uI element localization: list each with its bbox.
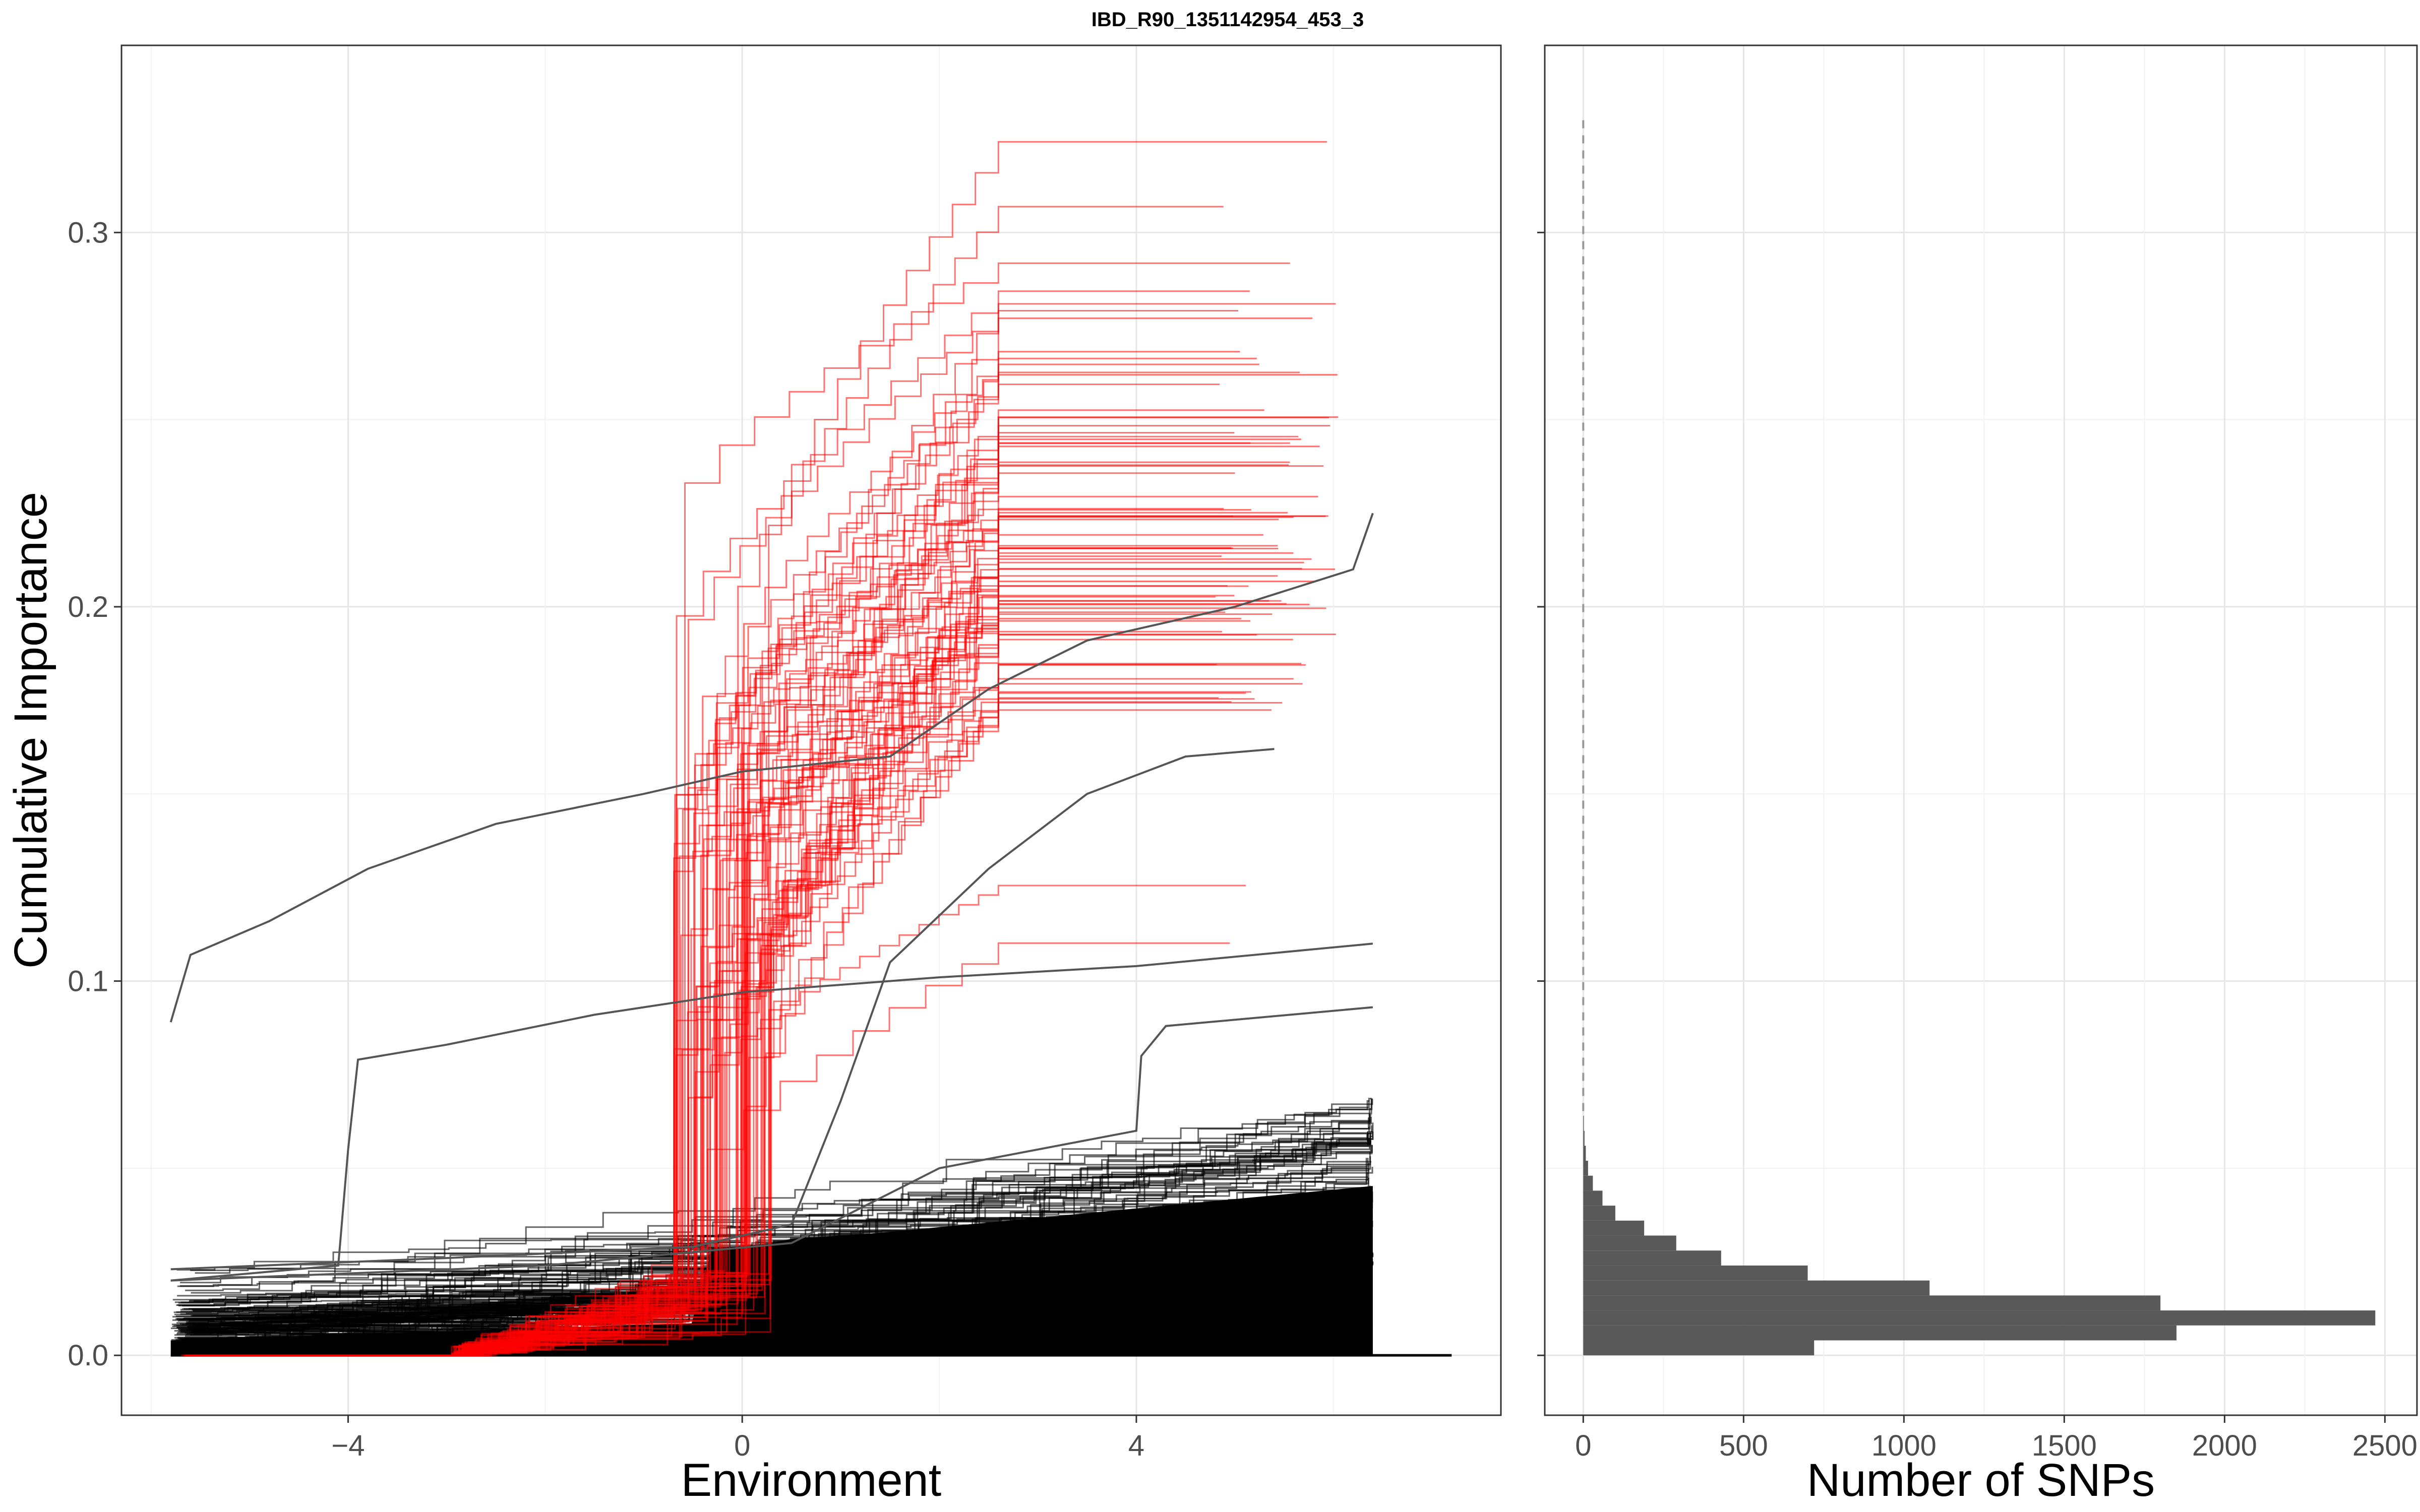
y-tick-label: 0.1 bbox=[68, 965, 108, 998]
black-series-line bbox=[190, 1237, 1372, 1336]
black-series-line bbox=[179, 1140, 1371, 1340]
black-series-line bbox=[186, 1256, 1372, 1314]
histogram-bar bbox=[1583, 1130, 1585, 1146]
histogram-bar bbox=[1583, 1190, 1603, 1206]
right-gridlines bbox=[1545, 45, 2417, 1415]
x-tick-label: 0 bbox=[734, 1429, 750, 1462]
histogram-bar bbox=[1583, 1115, 1584, 1131]
cumulative-importance-panel: 0.0 0.1 0.2 0.3 −4 0 4 Environment Cumulative … bbox=[5, 44, 1502, 1506]
red-series-line bbox=[244, 303, 1336, 1356]
red-series-line bbox=[290, 634, 1336, 1356]
right-panel-border bbox=[1544, 44, 2418, 1416]
histogram-bar bbox=[1583, 1220, 1645, 1236]
red-series-line bbox=[281, 600, 1269, 1356]
histogram-bar bbox=[1583, 1146, 1586, 1161]
x-tick-label: −4 bbox=[331, 1429, 365, 1462]
highlighted-curve bbox=[170, 748, 1275, 1271]
y-tick-label: 0.0 bbox=[68, 1339, 108, 1372]
y-tick-label: 0.3 bbox=[68, 216, 108, 249]
x-axis-title-left: Environment bbox=[681, 1455, 941, 1506]
red-series-line bbox=[257, 417, 1329, 1356]
snp-histogram-panel: 0 500 1000 1500 2000 2500 Number of SNPs bbox=[1537, 44, 2418, 1506]
black-series-line bbox=[180, 1207, 1370, 1310]
left-axis-ticks: 0.0 0.1 0.2 0.3 −4 0 4 bbox=[68, 216, 1144, 1462]
highlighted-curve bbox=[170, 942, 1373, 1282]
black-series-group bbox=[170, 1098, 1452, 1357]
red-series-line bbox=[262, 446, 1320, 1356]
x-tick-label: 2500 bbox=[2352, 1429, 2417, 1462]
histogram-bar bbox=[1583, 1325, 2176, 1341]
x-tick-label: 1500 bbox=[2032, 1429, 2097, 1462]
left-panel-border bbox=[120, 44, 1502, 1416]
black-series-line bbox=[180, 1245, 1373, 1315]
x-tick-label: 1000 bbox=[1871, 1429, 1937, 1462]
highlighted-curve bbox=[170, 1006, 1373, 1282]
red-series-line bbox=[190, 631, 1222, 1356]
x-tick-label: 0 bbox=[1575, 1429, 1591, 1462]
black-series-line bbox=[176, 1098, 1373, 1271]
histogram-bar bbox=[1583, 1175, 1593, 1191]
red-series-line bbox=[247, 516, 1294, 1356]
x-tick-label: 4 bbox=[1128, 1429, 1144, 1462]
highlighted-curve bbox=[169, 513, 1374, 1023]
y-tick-label: 0.2 bbox=[68, 591, 108, 623]
histogram-bar bbox=[1583, 1206, 1615, 1221]
histogram-bar bbox=[1583, 1161, 1588, 1176]
histogram-bar bbox=[1583, 1235, 1676, 1251]
histogram-bar bbox=[1583, 1265, 1808, 1281]
black-series-line bbox=[192, 1247, 1371, 1316]
right-axis-ticks: 0 500 1000 1500 2000 2500 bbox=[1537, 231, 2417, 1462]
black-series-line bbox=[192, 1255, 1372, 1332]
black-series-line bbox=[189, 1189, 1371, 1302]
y-axis-title: Cumulative Importance bbox=[5, 492, 56, 969]
histogram-bar bbox=[1583, 1295, 2161, 1311]
red-series-line bbox=[239, 664, 1306, 1356]
black-series-line bbox=[193, 1225, 1372, 1316]
red-series-line bbox=[269, 384, 1220, 1356]
histogram-bar bbox=[1583, 1340, 1814, 1356]
black-series-line bbox=[185, 1140, 1369, 1291]
red-series-group bbox=[181, 141, 1339, 1356]
red-series-line bbox=[225, 545, 1278, 1356]
black-series-line bbox=[191, 1259, 1371, 1348]
red-series-line bbox=[274, 409, 1264, 1356]
black-series-line bbox=[192, 1226, 1369, 1327]
x-tick-label: 2000 bbox=[2192, 1429, 2257, 1462]
red-series-line bbox=[258, 709, 1272, 1356]
black-series-line bbox=[180, 1252, 1369, 1341]
black-series-line bbox=[192, 1259, 1368, 1340]
black-series-line bbox=[180, 1100, 1370, 1284]
histogram-bar bbox=[1583, 1310, 2376, 1326]
x-tick-label: 500 bbox=[1719, 1429, 1768, 1462]
black-series-line bbox=[188, 1122, 1374, 1347]
black-series-line bbox=[177, 1177, 1369, 1297]
black-series-line bbox=[186, 1199, 1372, 1341]
black-series-line bbox=[190, 1132, 1369, 1271]
histogram-bar bbox=[1583, 1280, 1930, 1296]
black-series-line bbox=[189, 1172, 1369, 1321]
histogram-bars bbox=[1583, 1115, 2376, 1356]
black-series-line bbox=[178, 1134, 1368, 1304]
red-series-line bbox=[247, 701, 1232, 1356]
x-axis-title-right: Number of SNPs bbox=[1807, 1455, 2155, 1506]
black-series-line bbox=[188, 1159, 1369, 1310]
red-series-line bbox=[297, 464, 1289, 1356]
chart-title: IBD_R90_1351142954_453_3 bbox=[1092, 9, 1364, 31]
histogram-bar bbox=[1583, 1250, 1721, 1266]
highlighted-curves-group bbox=[169, 513, 1374, 1282]
